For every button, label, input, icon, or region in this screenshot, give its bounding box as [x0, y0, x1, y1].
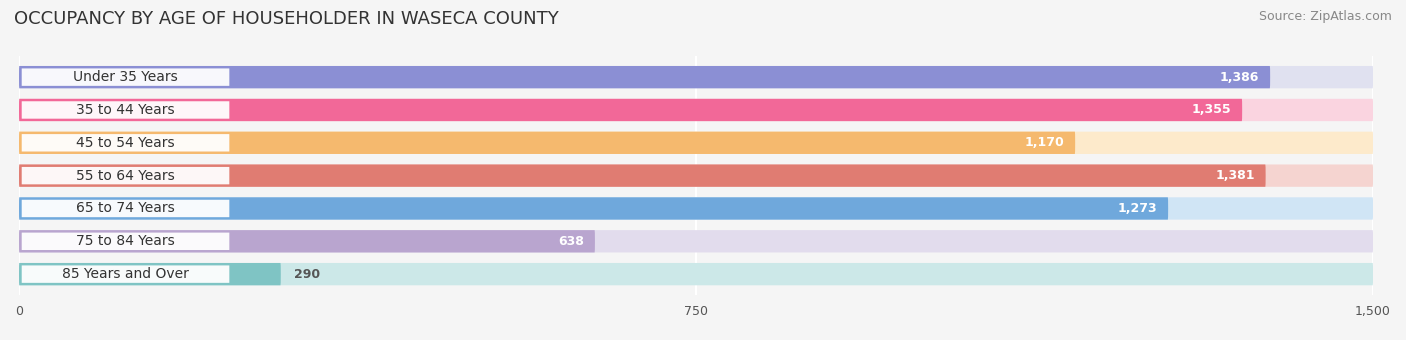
FancyBboxPatch shape: [21, 101, 229, 119]
Text: 85 Years and Over: 85 Years and Over: [62, 267, 188, 281]
Text: 1,273: 1,273: [1118, 202, 1157, 215]
Text: 290: 290: [294, 268, 321, 280]
Text: Source: ZipAtlas.com: Source: ZipAtlas.com: [1258, 10, 1392, 23]
Text: 55 to 64 Years: 55 to 64 Years: [76, 169, 174, 183]
Text: 45 to 54 Years: 45 to 54 Years: [76, 136, 174, 150]
FancyBboxPatch shape: [21, 200, 229, 217]
FancyBboxPatch shape: [20, 165, 1265, 187]
Text: 1,386: 1,386: [1220, 71, 1260, 84]
FancyBboxPatch shape: [20, 165, 1374, 187]
FancyBboxPatch shape: [20, 66, 1270, 88]
FancyBboxPatch shape: [20, 132, 1374, 154]
FancyBboxPatch shape: [20, 230, 595, 253]
FancyBboxPatch shape: [20, 230, 1374, 253]
FancyBboxPatch shape: [20, 132, 1076, 154]
Text: 35 to 44 Years: 35 to 44 Years: [76, 103, 174, 117]
FancyBboxPatch shape: [21, 233, 229, 250]
Text: 1,355: 1,355: [1192, 103, 1232, 117]
Text: 75 to 84 Years: 75 to 84 Years: [76, 234, 174, 248]
Text: 1,170: 1,170: [1025, 136, 1064, 149]
Text: 1,381: 1,381: [1215, 169, 1254, 182]
Text: 65 to 74 Years: 65 to 74 Years: [76, 202, 174, 216]
Text: OCCUPANCY BY AGE OF HOUSEHOLDER IN WASECA COUNTY: OCCUPANCY BY AGE OF HOUSEHOLDER IN WASEC…: [14, 10, 558, 28]
FancyBboxPatch shape: [20, 99, 1374, 121]
FancyBboxPatch shape: [20, 263, 281, 285]
FancyBboxPatch shape: [21, 266, 229, 283]
FancyBboxPatch shape: [20, 263, 1374, 285]
FancyBboxPatch shape: [21, 68, 229, 86]
Text: 638: 638: [558, 235, 583, 248]
FancyBboxPatch shape: [21, 134, 229, 152]
FancyBboxPatch shape: [20, 197, 1168, 220]
FancyBboxPatch shape: [21, 167, 229, 184]
FancyBboxPatch shape: [20, 197, 1374, 220]
FancyBboxPatch shape: [20, 99, 1241, 121]
FancyBboxPatch shape: [20, 66, 1374, 88]
Text: Under 35 Years: Under 35 Years: [73, 70, 179, 84]
